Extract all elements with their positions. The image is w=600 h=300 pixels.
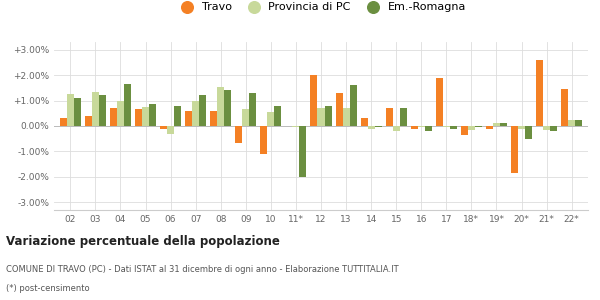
Bar	[436, 78, 443, 126]
Bar	[67, 94, 74, 126]
Bar	[374, 126, 382, 127]
Bar	[142, 107, 149, 126]
Bar	[461, 126, 468, 135]
Bar	[550, 126, 557, 131]
Bar	[185, 111, 192, 126]
Bar	[486, 126, 493, 128]
Bar	[167, 126, 174, 134]
Bar	[475, 126, 482, 127]
Bar	[224, 90, 231, 126]
Bar	[160, 126, 167, 128]
Bar	[299, 126, 307, 177]
Bar	[493, 124, 500, 126]
Bar	[450, 126, 457, 128]
Bar	[386, 108, 393, 126]
Bar	[575, 120, 582, 126]
Bar	[85, 116, 92, 126]
Text: (*) post-censimento: (*) post-censimento	[6, 284, 89, 293]
Bar	[443, 126, 450, 127]
Bar	[135, 110, 142, 126]
Bar	[274, 106, 281, 126]
Bar	[92, 92, 99, 126]
Text: COMUNE DI TRAVO (PC) - Dati ISTAT al 31 dicembre di ogni anno - Elaborazione TUT: COMUNE DI TRAVO (PC) - Dati ISTAT al 31 …	[6, 265, 398, 274]
Bar	[400, 108, 407, 126]
Text: Variazione percentuale della popolazione: Variazione percentuale della popolazione	[6, 235, 280, 248]
Bar	[99, 95, 106, 126]
Bar	[174, 106, 181, 126]
Bar	[199, 95, 206, 126]
Bar	[361, 118, 368, 126]
Bar	[60, 118, 67, 126]
Bar	[525, 126, 532, 139]
Bar	[511, 126, 518, 173]
Bar	[368, 126, 374, 128]
Bar	[468, 126, 475, 130]
Bar	[325, 106, 332, 126]
Bar	[110, 108, 117, 126]
Bar	[235, 126, 242, 142]
Bar	[500, 124, 507, 126]
Bar	[249, 93, 256, 126]
Bar	[568, 120, 575, 126]
Bar	[317, 108, 325, 126]
Bar	[418, 126, 425, 127]
Bar	[210, 111, 217, 126]
Bar	[393, 126, 400, 131]
Bar	[561, 89, 568, 126]
Bar	[536, 60, 543, 126]
Bar	[124, 84, 131, 126]
Bar	[217, 86, 224, 126]
Bar	[425, 126, 432, 131]
Bar	[543, 126, 550, 130]
Bar	[117, 100, 124, 126]
Bar	[74, 98, 81, 126]
Bar	[260, 126, 268, 154]
Bar	[192, 100, 199, 126]
Bar	[411, 126, 418, 128]
Bar	[310, 75, 317, 126]
Bar	[343, 108, 350, 126]
Bar	[242, 110, 249, 126]
Bar	[518, 126, 525, 128]
Bar	[149, 104, 156, 126]
Bar	[292, 126, 299, 127]
Bar	[268, 112, 274, 126]
Bar	[350, 85, 356, 126]
Legend: Travo, Provincia di PC, Em.-Romagna: Travo, Provincia di PC, Em.-Romagna	[172, 0, 470, 16]
Bar	[335, 93, 343, 126]
